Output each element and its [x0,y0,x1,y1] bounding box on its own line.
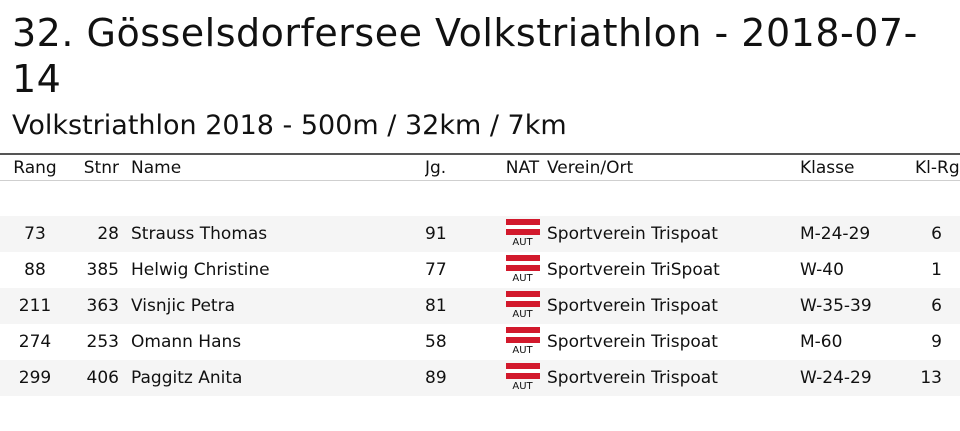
col-header-verein: Verein/Ort [545,155,800,181]
cell-rang: 211 [0,288,70,324]
cell-klrg: 13 [905,360,960,396]
cell-name: Visnjic Petra [125,288,425,324]
cell-verein: Sportverein TriSpoat [545,252,800,288]
cell-jg: 77 [425,252,500,288]
nat-code: AUT [512,345,533,356]
austria-flag-icon: AUT [505,363,540,393]
col-header-klrg: Kl-Rg. [905,155,960,181]
austria-flag-icon: AUT [505,219,540,249]
cell-nat: AUT [500,216,545,252]
cell-verein: Sportverein Trispoat [545,360,800,396]
page-title: 32. Gösselsdorfersee Volkstriathlon - 20… [12,11,918,101]
cell-verein: Sportverein Trispoat [545,288,800,324]
cell-klrg: 6 [905,216,960,252]
col-header-jg: Jg. [425,155,500,181]
cell-klasse: M-24-29 [800,216,905,252]
cell-klasse: M-60 [800,324,905,360]
austria-flag-icon: AUT [505,291,540,321]
col-header-name: Name [125,155,425,181]
table-spacer-row [0,396,960,431]
cell-klrg: 9 [905,324,960,360]
cell-klasse: W-40 [800,252,905,288]
col-header-nat: NAT [500,155,545,181]
cell-klasse: W-35-39 [800,288,905,324]
table-row: 211 363 Visnjic Petra 81 AUT Sportverein Tris… [0,288,960,324]
cell-stnr: 28 [70,216,125,252]
cell-nat: AUT [500,324,545,360]
cell-stnr: 406 [70,360,125,396]
cell-rang: 274 [0,324,70,360]
cell-rang: 73 [0,216,70,252]
cell-name: Strauss Thomas [125,216,425,252]
col-header-rang: Rang [0,155,70,181]
cell-klrg: 1 [905,252,960,288]
cell-verein: Sportverein Trispoat [545,324,800,360]
col-header-stnr: Stnr [70,155,125,181]
austria-flag-icon: AUT [505,327,540,357]
cell-nat: AUT [500,360,545,396]
cell-jg: 91 [425,216,500,252]
table-row: 299 406 Paggitz Anita 89 AUT Sportverein Tris… [0,360,960,396]
cell-rang: 88 [0,252,70,288]
race-subtitle: Volkstriathlon 2018 - 500m / 32km / 7km [12,110,567,141]
col-header-klasse: Klasse [800,155,905,181]
table-row: 73 28 Strauss Thomas 91 AUT Sportverein Trisp… [0,216,960,252]
cell-nat: AUT [500,252,545,288]
cell-name: Helwig Christine [125,252,425,288]
cell-jg: 81 [425,288,500,324]
cell-klasse: W-24-29 [800,360,905,396]
cell-nat: AUT [500,288,545,324]
table-row: 88 385 Helwig Christine 77 AUT Sportverein Tr… [0,252,960,288]
cell-rang: 299 [0,360,70,396]
cell-name: Omann Hans [125,324,425,360]
cell-name: Paggitz Anita [125,360,425,396]
cell-verein: Sportverein Trispoat [545,216,800,252]
cell-jg: 89 [425,360,500,396]
table-spacer-row [0,181,960,217]
header-divider [0,153,960,155]
results-table: Rang Stnr Name Jg. NAT Verein/Ort Klasse… [0,155,960,431]
austria-flag-icon: AUT [505,255,540,285]
cell-stnr: 363 [70,288,125,324]
table-row: 274 253 Omann Hans 58 AUT Sportverein Trispoa… [0,324,960,360]
nat-code: AUT [512,381,533,392]
nat-code: AUT [512,309,533,320]
cell-jg: 58 [425,324,500,360]
nat-code: AUT [512,237,533,248]
nat-code: AUT [512,273,533,284]
cell-stnr: 253 [70,324,125,360]
table-header-row: Rang Stnr Name Jg. NAT Verein/Ort Klasse… [0,155,960,181]
cell-stnr: 385 [70,252,125,288]
cell-klrg: 6 [905,288,960,324]
